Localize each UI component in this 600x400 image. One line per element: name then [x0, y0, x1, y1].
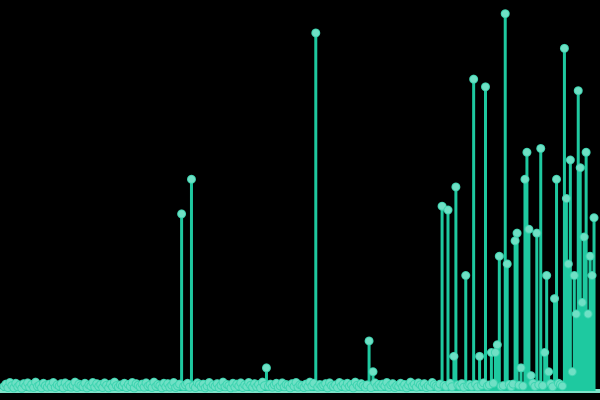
stem-marker	[563, 259, 573, 269]
stem-marker	[536, 143, 546, 153]
stem-marker	[589, 213, 599, 223]
stem-marker	[520, 174, 530, 184]
stem-marker	[261, 363, 271, 373]
stem-marker	[561, 194, 571, 203]
stem-marker	[186, 174, 196, 184]
stem-marker	[368, 367, 378, 377]
stem-marker	[557, 381, 567, 391]
stem-marker	[461, 271, 471, 280]
stem-marker	[526, 371, 536, 381]
stem-marker	[488, 378, 498, 388]
stem-marker	[177, 209, 187, 219]
stem-marker	[567, 367, 577, 377]
stem-marker	[311, 28, 321, 38]
stem-marker	[577, 297, 587, 307]
stem-marker	[502, 259, 512, 269]
stem-marker	[550, 294, 560, 304]
stem-marker	[552, 174, 562, 184]
stem-marker	[575, 163, 585, 173]
stem-marker	[510, 236, 520, 246]
stem-marker	[524, 224, 534, 234]
stem-marker	[516, 363, 526, 373]
stem-marker	[522, 147, 532, 157]
stem-marker	[364, 336, 374, 346]
stem-marker	[569, 271, 579, 280]
stem-marker	[542, 271, 552, 280]
stem-marker	[469, 74, 479, 84]
stem-marker	[490, 348, 500, 357]
stem-marker	[565, 155, 575, 165]
stem-marker	[585, 251, 595, 261]
stem-marker	[449, 351, 459, 361]
stem-marker	[451, 182, 461, 192]
stem-marker	[538, 381, 548, 391]
stem-marker	[518, 381, 528, 391]
stem-marker	[587, 271, 597, 280]
stem-marker	[532, 228, 542, 238]
stem-marker	[494, 251, 504, 261]
stem-marker	[544, 367, 554, 377]
stem-marker	[480, 82, 490, 92]
stem-marker	[443, 205, 453, 215]
stem-markers	[0, 9, 599, 393]
stem-marker	[583, 309, 593, 319]
stem-marker	[475, 351, 485, 361]
stem-marker	[540, 348, 550, 357]
stem-marker	[559, 43, 569, 53]
stem-marker	[492, 340, 502, 350]
stem-marker	[500, 9, 510, 19]
stem-marker	[581, 147, 591, 157]
stem-marker	[579, 232, 589, 242]
stem-marker	[571, 309, 581, 319]
stem-marker	[512, 228, 522, 238]
stem-marker	[573, 86, 583, 96]
